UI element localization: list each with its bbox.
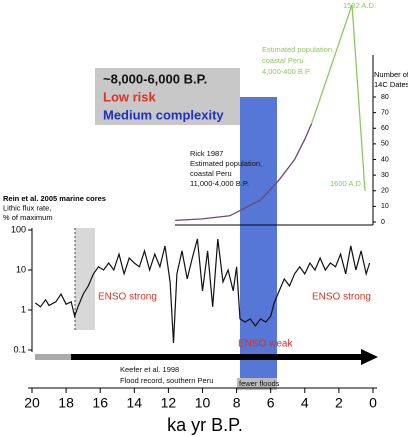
x-tick-label: 14 — [127, 395, 143, 411]
data-line — [310, 4, 366, 191]
y-tick-label: 80 — [381, 94, 389, 101]
summary-box — [95, 68, 240, 125]
annotation: 1532 A.D. — [343, 1, 376, 10]
data-line — [175, 123, 313, 222]
x-tick-label: 8 — [233, 395, 241, 411]
x-tick-label: 6 — [267, 395, 275, 411]
x-tick-label: 16 — [92, 395, 108, 411]
y-tick-label: 40 — [381, 156, 389, 163]
y-tick-label: 0 — [381, 219, 385, 226]
x-tick-label: 20 — [24, 395, 40, 411]
shaded-band — [75, 228, 95, 330]
annotation: 1600 A.D. — [330, 179, 363, 188]
x-axis-label: ka yr B.P. — [167, 415, 243, 435]
annotation: ~8,000-6,000 B.P. — [103, 71, 207, 86]
y-axis-label: 14C Dates — [374, 80, 408, 89]
annotation: fewer floods — [239, 379, 280, 388]
y-tick-label: 20 — [381, 188, 389, 195]
y-tick-label: 70 — [381, 109, 389, 116]
arrow-head — [361, 349, 378, 365]
annotation: ENSO strong — [98, 292, 157, 303]
y-axis-label: % of maximum — [3, 213, 53, 222]
annotation: coastal Peru — [262, 56, 304, 65]
annotation: coastal Peru — [190, 169, 232, 178]
y-tick-label: 30 — [381, 172, 389, 179]
highlight-band — [240, 97, 277, 390]
annotation: Flood record, southern Peru — [120, 376, 213, 385]
timeline-arrow — [71, 354, 361, 360]
y-axis-label: Rein et al. 2005 marine cores — [3, 194, 106, 203]
annotation: Medium complexity — [103, 107, 224, 122]
y-tick-label: 50 — [381, 141, 389, 148]
annotation: ENSO strong — [312, 292, 371, 303]
y-tick-label: 10 — [381, 203, 389, 210]
annotation: Estimated population, — [262, 45, 334, 54]
y-tick-label: 10 — [16, 264, 26, 274]
annotation: Estimated population, — [190, 159, 262, 168]
annotation: ENSO weak — [238, 339, 293, 350]
x-tick-label: 18 — [58, 395, 74, 411]
y-tick-label: 0.1 — [13, 344, 26, 354]
annotation: Keefer et al. 1998 — [120, 365, 179, 374]
x-tick-label: 0 — [369, 395, 377, 411]
x-tick-label: 2 — [335, 395, 343, 411]
y-axis-label: Lithic flux rate, — [3, 203, 51, 212]
x-tick-label: 12 — [161, 395, 177, 411]
floods-box — [237, 378, 277, 390]
y-tick-label: 100 — [11, 224, 26, 234]
timeline-gray — [35, 354, 71, 360]
data-line — [35, 238, 371, 344]
y-tick-label: 1 — [21, 304, 26, 314]
x-tick-label: 4 — [301, 395, 309, 411]
x-tick-label: 10 — [195, 395, 211, 411]
annotation: 11,000-4,000 B.P. — [190, 179, 249, 188]
annotation: Rick 1987 — [190, 149, 223, 158]
y-axis-label: Number of — [374, 70, 408, 79]
annotation: 4,000-400 B.P. — [262, 67, 311, 76]
annotation: Low risk — [103, 89, 157, 104]
y-tick-label: 60 — [381, 125, 389, 132]
